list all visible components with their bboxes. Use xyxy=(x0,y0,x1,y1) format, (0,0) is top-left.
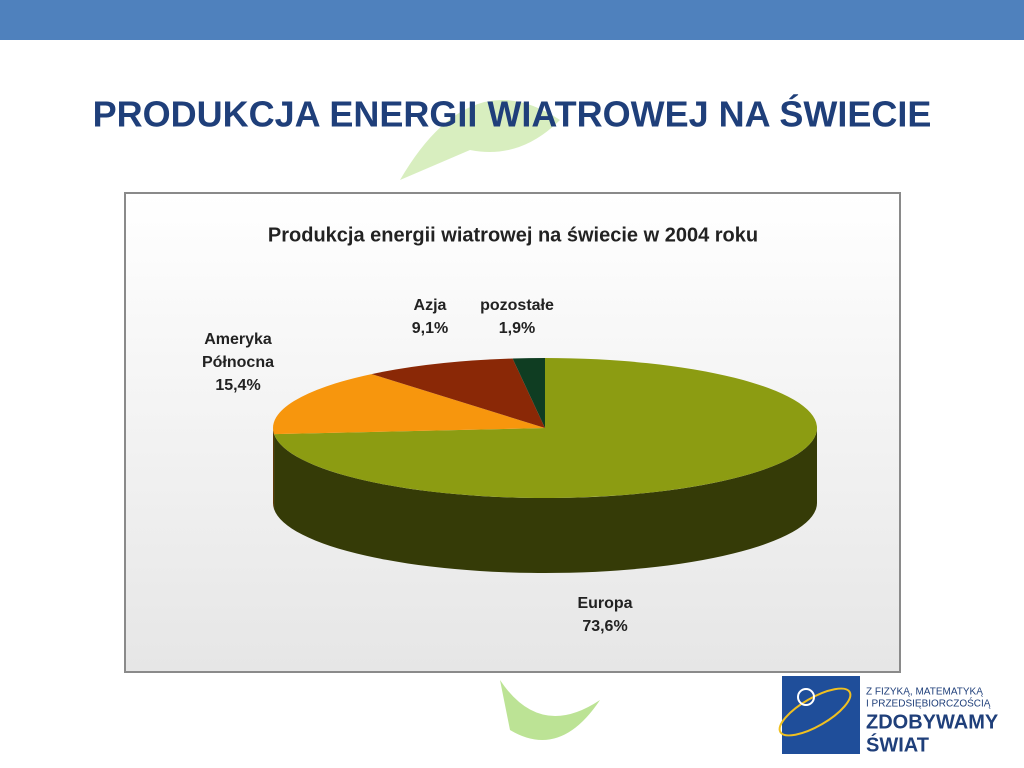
top-bar xyxy=(0,0,1024,40)
value-label: 1,9% xyxy=(499,320,535,337)
slice-label-text: Ameryka Północna xyxy=(202,331,274,371)
slice-label-line: Ameryka xyxy=(204,331,272,348)
slide-title: PRODUKCJA ENERGII WIATROWEJ NA ŚWIECIE xyxy=(93,93,932,135)
logo-text: I PRZEDSIĘBIORCZOŚCIĄ xyxy=(866,697,991,710)
decoration xyxy=(500,680,600,740)
slice xyxy=(512,358,545,428)
logo: Z FIZYKĄ, MATEMATYKĄ I PRZEDSIĘBIORCZOŚC… xyxy=(778,676,999,756)
slice-label: pozostałe xyxy=(480,297,554,314)
logo-text: Z FIZYKĄ, MATEMATYKĄ xyxy=(866,687,983,698)
chart-title: Produkcja energii wiatrowej na świecie w… xyxy=(268,224,758,246)
logo-text: ZDOBYWAMY xyxy=(866,711,999,733)
slice-label-line: Północna xyxy=(202,354,274,371)
slice-label-line: pozostałe xyxy=(480,297,554,314)
slice xyxy=(273,374,545,435)
slice-label-text: Europa xyxy=(577,595,632,612)
slice xyxy=(371,358,545,428)
logo-globe xyxy=(797,688,815,706)
value-label: 9,1% xyxy=(412,320,448,337)
slice-label-text: Azja xyxy=(414,297,447,314)
slice-label: Europa xyxy=(577,595,632,612)
decoration xyxy=(400,100,560,180)
slice-side xyxy=(273,428,275,510)
pie: Europa 73,6% Ameryka Północna 15,4% Azja 9,1% p… xyxy=(202,297,818,635)
slice xyxy=(274,358,818,499)
slice-label: Azja xyxy=(414,297,447,314)
slice-label: Ameryka Północna xyxy=(202,331,274,371)
slice-side xyxy=(274,428,818,574)
value-label: 15,4% xyxy=(215,377,260,394)
logo-orbit xyxy=(778,687,852,737)
slice-label-line: Azja xyxy=(414,297,447,314)
value-label: 73,6% xyxy=(582,618,627,635)
logo-square xyxy=(782,676,860,754)
slice-label-text: pozostałe xyxy=(480,297,554,314)
logo-text: ŚWIAT xyxy=(866,732,929,756)
slice-label-line: Europa xyxy=(577,595,632,612)
